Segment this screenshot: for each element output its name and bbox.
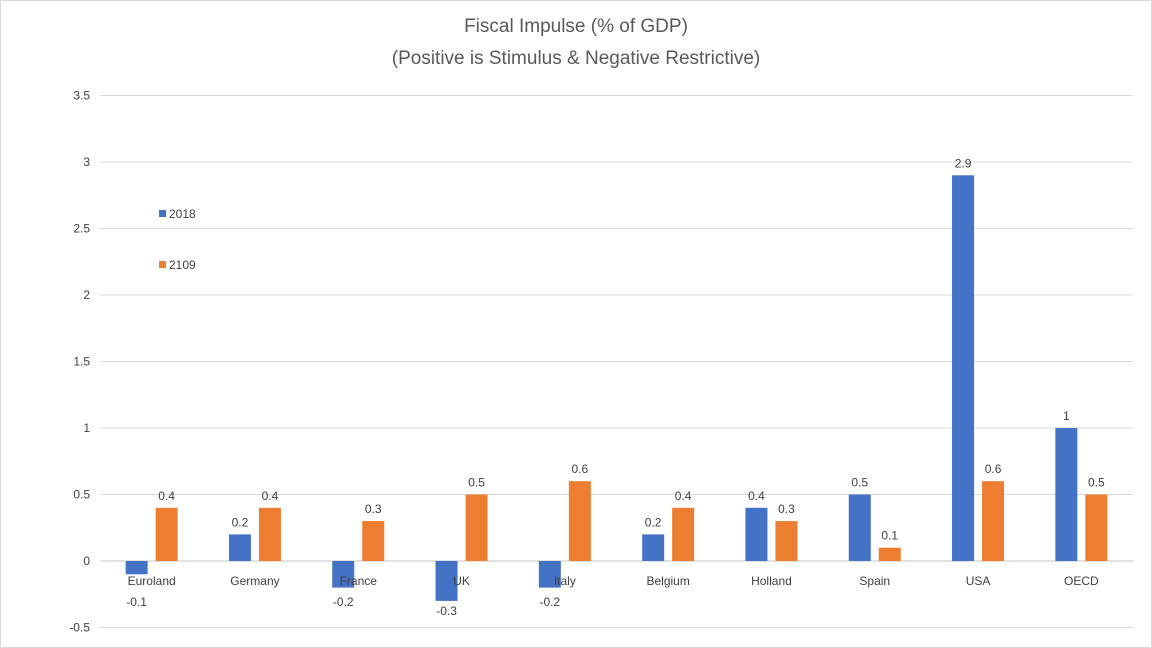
legend-swatch-2018 [159, 210, 166, 217]
bar-2018-Euroland [125, 561, 148, 575]
y-tick-label: -0.5 [69, 621, 90, 635]
data-label: 0.3 [365, 502, 382, 516]
bar-2018-Belgium [642, 534, 665, 561]
x-tick-label: France [340, 574, 378, 588]
data-label: -0.3 [436, 604, 457, 618]
bar-2109-USA [982, 481, 1005, 561]
bar-2109-Belgium [672, 507, 695, 561]
data-label: 0.4 [748, 489, 765, 503]
x-tick-label: Belgium [646, 574, 689, 588]
x-tick-label: UK [453, 574, 470, 588]
bar-2018-UK [435, 561, 458, 601]
x-tick-label: Germany [230, 574, 279, 588]
data-label: 0.4 [675, 489, 692, 503]
data-label: 0.5 [1088, 476, 1105, 490]
x-tick-label: OECD [1064, 574, 1099, 588]
y-tick-label: 1 [83, 421, 90, 435]
chart-subtitle: (Positive is Stimulus & Negative Restric… [391, 48, 761, 69]
data-label: -0.1 [126, 595, 147, 609]
bar-2018-Spain [848, 494, 871, 561]
data-label: 0.6 [572, 462, 589, 476]
x-tick-label: Holland [751, 574, 792, 588]
data-label: 0.4 [262, 489, 279, 503]
y-tick-label: 0.5 [73, 488, 90, 502]
legend-swatch-2109 [159, 261, 166, 268]
data-label: 0.6 [985, 462, 1002, 476]
data-label: 0.5 [851, 476, 868, 490]
x-tick-label: Euroland [128, 574, 176, 588]
data-label: 0.5 [468, 476, 485, 490]
bar-2109-Italy [568, 481, 591, 561]
data-label: 2.9 [955, 156, 972, 170]
bar-2109-Spain [878, 547, 901, 561]
legend-label: 2018 [169, 207, 196, 221]
x-tick-label: Spain [859, 574, 890, 588]
data-label: -0.2 [540, 595, 561, 609]
bar-2109-France [362, 521, 385, 561]
bar-2018-France [332, 561, 355, 588]
bar-2018-OECD [1055, 428, 1078, 561]
legend-label: 2109 [169, 258, 196, 272]
data-label: -0.2 [333, 595, 354, 609]
data-label: 0.2 [232, 515, 249, 529]
bar-2109-UK [465, 494, 488, 561]
y-tick-label: 3 [83, 155, 90, 169]
y-tick-label: 0 [83, 554, 90, 568]
bar-2018-Italy [538, 561, 561, 588]
bar-2018-USA [952, 175, 975, 562]
bar-2109-Euroland [155, 507, 178, 561]
bar-2109-Holland [775, 521, 798, 561]
bar-2109-OECD [1085, 494, 1108, 561]
data-label: 0.1 [881, 529, 898, 543]
y-tick-label: 3.5 [73, 89, 90, 103]
data-label: 0.4 [158, 489, 175, 503]
y-tick-label: 1.5 [73, 355, 90, 369]
data-label: 0.3 [778, 502, 795, 516]
x-tick-label: USA [966, 574, 991, 588]
bar-2018-Germany [228, 534, 251, 561]
y-tick-label: 2.5 [73, 222, 90, 236]
data-label: 1 [1063, 409, 1070, 423]
x-tick-label: Italy [554, 574, 576, 588]
chart-title: Fiscal Impulse (% of GDP) [464, 16, 688, 37]
y-tick-label: 2 [83, 288, 90, 302]
data-label: 0.2 [645, 515, 662, 529]
bar-2018-Holland [745, 507, 768, 561]
bar-2109-Germany [258, 507, 281, 561]
